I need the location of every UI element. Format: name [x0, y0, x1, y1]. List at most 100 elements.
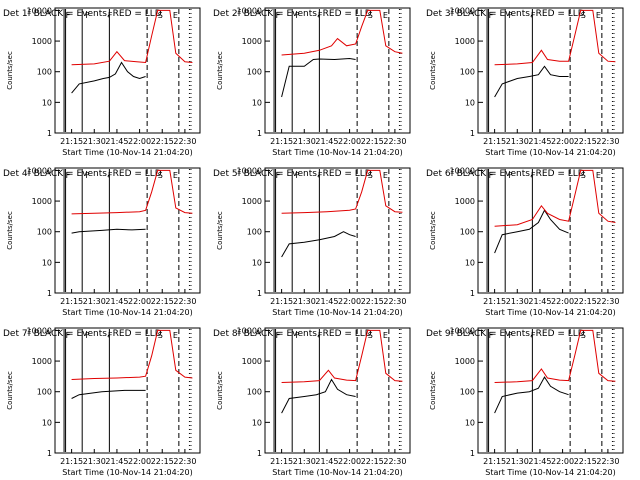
x-tick-label: 22:30 [596, 297, 619, 306]
y-tick-label: 1 [47, 289, 52, 298]
y-tick-label: 1 [47, 129, 52, 138]
x-tick-label: 22:30 [383, 457, 406, 466]
interval-flag-label: E [596, 331, 601, 340]
y-tick-label: 10000 [237, 166, 262, 175]
x-axis-label: Start Time (10-Nov-14 21:04:20) [272, 468, 402, 477]
x-tick-label: 21:45 [105, 297, 128, 306]
plot-frame [54, 7, 201, 134]
x-axis-label: Start Time (10-Nov-14 21:04:20) [62, 308, 192, 317]
y-axis-label: Counts/sec [6, 51, 14, 90]
y-axis-label: Counts/sec [6, 371, 14, 410]
interval-flag-label: S [368, 11, 373, 20]
x-tick-label: 22:30 [596, 457, 619, 466]
chart-panel-9: Det 9f BLACK = Events, RED = LLD11010010… [426, 326, 624, 477]
y-tick-label: 10000 [237, 6, 262, 15]
events-series-line [281, 57, 356, 98]
x-axis-label: Start Time (10-Nov-14 21:04:20) [62, 468, 192, 477]
x-tick-label: 21:45 [528, 137, 551, 146]
y-tick-label: 10 [465, 258, 475, 267]
chart-panel-7: Det 7f BLACK = Events, RED = LLD11010010… [3, 326, 201, 477]
x-tick-label: 21:30 [83, 457, 106, 466]
interval-flag-label: F [276, 331, 281, 340]
interval-flag-label: F [508, 171, 513, 180]
interval-flag-label: E [383, 11, 388, 20]
x-tick-label: 21:30 [293, 457, 316, 466]
y-tick-label: 10 [252, 98, 262, 107]
lld-series-line [71, 9, 193, 66]
interval-flag-label: E [173, 171, 178, 180]
x-tick-label: 22:15 [361, 137, 384, 146]
x-tick-label: 21:15 [483, 297, 506, 306]
interval-flag-label: E [383, 171, 388, 180]
x-tick-label: 22:00 [338, 137, 361, 146]
interval-flag-label: E [383, 331, 388, 340]
y-tick-label: 10000 [27, 6, 52, 15]
interval-flag-label: F [489, 11, 494, 20]
x-tick-label: 22:30 [173, 137, 196, 146]
interval-flag-label: F [508, 11, 513, 20]
x-tick-label: 21:45 [105, 137, 128, 146]
y-tick-label: 1 [47, 449, 52, 458]
x-tick-label: 22:30 [173, 457, 196, 466]
interval-flag-label: F [531, 171, 536, 180]
y-tick-label: 10 [42, 418, 52, 427]
x-tick-label: 22:15 [574, 457, 597, 466]
x-tick-label: 21:45 [528, 457, 551, 466]
lld-series-line [281, 169, 403, 214]
x-tick-label: 21:30 [506, 297, 529, 306]
chart-panel-4: Det 4f BLACK = Events, RED = LLD11010010… [3, 166, 201, 317]
y-tick-label: 10 [252, 258, 262, 267]
events-series-line [71, 228, 146, 234]
lld-series-line [281, 9, 403, 56]
y-tick-label: 100 [460, 388, 475, 397]
events-series-line [494, 65, 569, 98]
x-tick-label: 22:15 [151, 457, 174, 466]
y-tick-label: 10 [465, 98, 475, 107]
interval-flag-label: S [581, 331, 586, 340]
interval-flag-label: F [85, 11, 90, 20]
x-tick-label: 21:15 [483, 137, 506, 146]
y-tick-label: 10 [42, 98, 52, 107]
chart-panel-5: Det 5f BLACK = Events, RED = LLD11010010… [213, 166, 411, 317]
y-axis-label: Counts/sec [429, 211, 437, 250]
plot-frame [54, 167, 201, 294]
y-tick-label: 1000 [32, 357, 52, 366]
x-axis-label: Start Time (10-Nov-14 21:04:20) [62, 148, 192, 157]
chart-panel-1: Det 1f BLACK = Events, RED = LLD11010010… [3, 6, 201, 157]
x-tick-label: 22:00 [551, 137, 574, 146]
lld-series-line [71, 169, 193, 215]
lld-series-line [494, 169, 616, 227]
interval-flag-label: S [158, 171, 163, 180]
x-tick-label: 22:00 [551, 457, 574, 466]
interval-flag-label: F [108, 331, 113, 340]
x-tick-label: 21:45 [315, 137, 338, 146]
y-tick-label: 1 [257, 129, 262, 138]
interval-flag-label: F [66, 171, 71, 180]
lld-series-line [71, 329, 193, 380]
lld-series-line [494, 9, 616, 66]
interval-flag-label: S [581, 171, 586, 180]
events-series-line [494, 209, 569, 254]
x-tick-label: 22:15 [151, 137, 174, 146]
plot-frame [54, 327, 201, 454]
interval-flag-label: E [173, 11, 178, 20]
x-tick-label: 22:00 [338, 297, 361, 306]
interval-flag-label: F [318, 331, 323, 340]
y-tick-label: 1 [470, 449, 475, 458]
x-tick-label: 22:30 [383, 137, 406, 146]
x-axis-label: Start Time (10-Nov-14 21:04:20) [485, 468, 615, 477]
interval-flag-label: F [295, 11, 300, 20]
y-tick-label: 100 [37, 388, 52, 397]
x-tick-label: 22:15 [151, 297, 174, 306]
interval-flag-label: F [108, 11, 113, 20]
events-series-line [281, 231, 356, 258]
y-tick-label: 10000 [27, 166, 52, 175]
y-tick-label: 1 [257, 449, 262, 458]
y-tick-label: 10 [465, 418, 475, 427]
y-tick-label: 100 [247, 68, 262, 77]
x-tick-label: 21:45 [528, 297, 551, 306]
x-axis-label: Start Time (10-Nov-14 21:04:20) [485, 308, 615, 317]
interval-flag-label: F [531, 331, 536, 340]
plot-frame [477, 327, 624, 454]
